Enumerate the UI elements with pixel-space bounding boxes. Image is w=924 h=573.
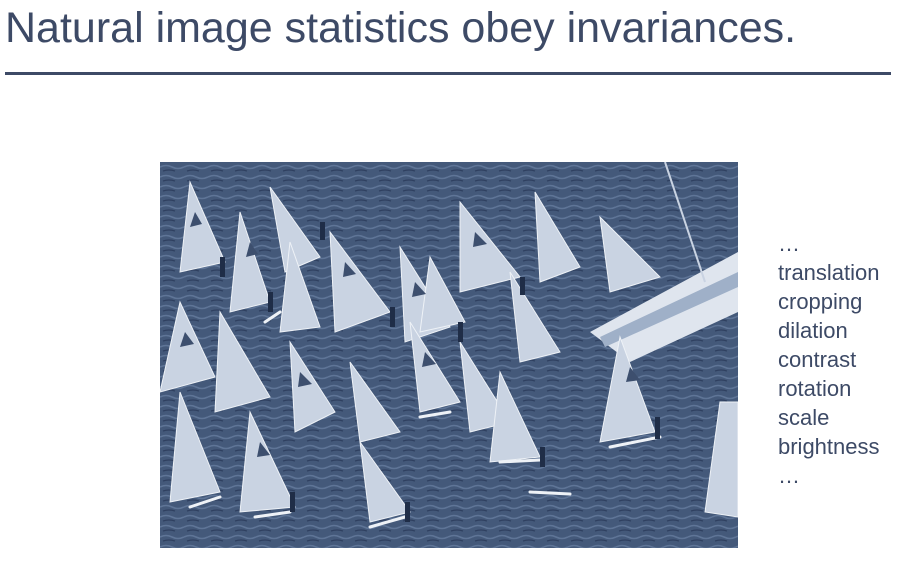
windsurfers-photo: [160, 162, 738, 548]
list-item: rotation: [778, 376, 852, 401]
title-divider: [5, 72, 891, 75]
list-item: brightness: [778, 434, 880, 459]
list-item: translation: [778, 260, 880, 285]
list-item: scale: [778, 405, 830, 430]
invariance-list: … translation cropping dilation contrast…: [778, 229, 880, 490]
list-item: contrast: [778, 347, 857, 372]
slide-title: Natural image statistics obey invariance…: [5, 4, 797, 52]
list-item: cropping: [778, 289, 863, 314]
list-item: …: [778, 231, 800, 256]
list-item: dilation: [778, 318, 848, 343]
list-item: …: [778, 463, 800, 488]
